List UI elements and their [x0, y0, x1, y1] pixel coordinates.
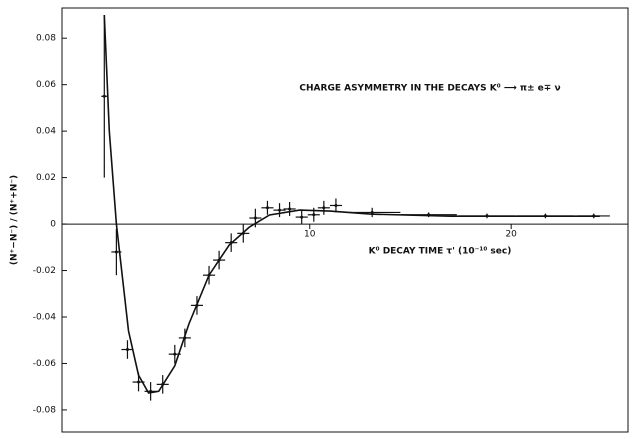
data-point [173, 352, 177, 356]
y-tick-label: -0.08 [33, 405, 57, 415]
data-point [370, 210, 374, 214]
data-point [229, 241, 233, 245]
data-point [322, 206, 326, 210]
data-point [288, 207, 292, 211]
fit-curve [103, 14, 600, 394]
data-point [195, 303, 199, 307]
plot-frame [61, 7, 629, 433]
chart-title: CHARGE ASYMMETRY IN THE DECAYS K⁰ ⟶ π± e… [299, 84, 560, 94]
data-point [253, 216, 257, 220]
x-tick-label: 20 [505, 230, 517, 240]
data-point [278, 208, 282, 212]
data-point [207, 273, 211, 277]
y-tick-label: 0 [50, 220, 56, 230]
y-tick-label: -0.04 [33, 312, 57, 322]
data-point [114, 250, 118, 254]
data-point [183, 336, 187, 340]
data-point [592, 214, 596, 218]
data-point [265, 206, 269, 210]
y-tick-label: 0.06 [36, 80, 56, 90]
data-point [485, 214, 489, 218]
x-tick-label: 10 [304, 230, 316, 240]
x-axis-label: K⁰ DECAY TIME τ' (10⁻¹⁰ sec) [369, 247, 512, 257]
data-point [334, 203, 338, 207]
data-point [427, 213, 431, 217]
data-point [125, 348, 129, 352]
y-tick-label: -0.02 [33, 266, 56, 276]
y-tick-label: 0.02 [36, 173, 56, 183]
data-point [217, 258, 221, 262]
data-point [137, 380, 141, 384]
y-tick-label: -0.06 [33, 359, 57, 369]
data-point [149, 389, 153, 393]
y-tick-label: 0.04 [36, 127, 56, 137]
y-tick-label: 0.08 [36, 34, 56, 44]
data-point [312, 213, 316, 217]
data-point [161, 382, 165, 386]
data-point [300, 215, 304, 219]
data-point [543, 214, 547, 218]
data-point [241, 231, 245, 235]
y-axis-label: (N⁺−N⁻) / (N⁺+N⁻) [10, 175, 20, 265]
data-point [102, 94, 106, 98]
